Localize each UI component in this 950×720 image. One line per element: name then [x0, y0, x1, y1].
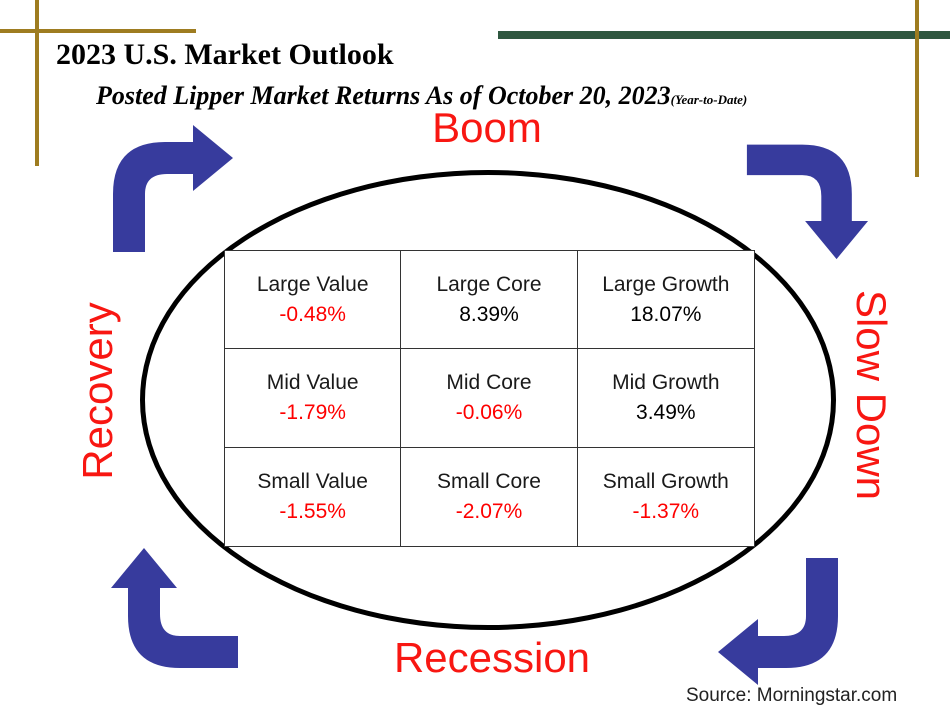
cell-label: Small Value	[257, 470, 368, 494]
cycle-label-recovery: Recovery	[74, 302, 121, 480]
table-cell-mid-growth: Mid Growth 3.49%	[577, 349, 754, 448]
cycle-ellipse	[140, 170, 836, 630]
accent-line-right-vertical	[915, 0, 919, 177]
subtitle: Posted Lipper Market Returns As of Octob…	[96, 81, 748, 111]
cell-label: Small Core	[437, 470, 541, 494]
cell-value: -1.55%	[279, 500, 346, 524]
table-cell-small-value: Small Value -1.55%	[225, 447, 402, 546]
table-cell-small-growth: Small Growth -1.37%	[577, 447, 754, 546]
cell-value: -0.06%	[455, 401, 523, 425]
source-attribution: Source: Morningstar.com	[686, 685, 898, 706]
curved-arrow-down-left-icon	[718, 558, 838, 685]
table-cell-mid-value: Mid Value -1.79%	[225, 349, 402, 448]
cell-label: Mid Growth	[612, 371, 720, 395]
table-cell-small-core: Small Core -2.07%	[401, 447, 578, 546]
returns-table: Large Value -0.48% Large Core 8.39% Larg…	[224, 250, 755, 547]
accent-line-left-horizontal	[0, 29, 196, 33]
cycle-label-recession: Recession	[393, 634, 591, 681]
cycle-label-slow-down: Slow Down	[848, 289, 895, 501]
cell-value: 18.07%	[630, 303, 702, 327]
cell-label: Mid Value	[266, 371, 359, 395]
table-cell-large-value: Large Value -0.48%	[225, 251, 402, 350]
cell-value: -0.48%	[279, 303, 346, 327]
curved-arrow-right-down-icon	[746, 144, 869, 260]
cell-value: -1.79%	[279, 401, 346, 425]
table-cell-large-growth: Large Growth 18.07%	[577, 251, 754, 350]
cell-value: 3.49%	[636, 401, 696, 425]
table-cell-mid-core: Mid Core -0.06%	[401, 349, 578, 448]
curved-arrow-up-right-icon	[113, 125, 233, 252]
accent-line-left-vertical	[35, 0, 39, 166]
cell-label: Large Value	[256, 273, 369, 297]
page-title: 2023 U.S. Market Outlook	[56, 38, 394, 71]
subtitle-text: Posted Lipper Market Returns As of Octob…	[96, 81, 671, 110]
accent-bar-green	[498, 31, 950, 39]
curved-arrow-left-up-icon	[111, 548, 238, 668]
table-cell-large-core: Large Core 8.39%	[401, 251, 578, 350]
subtitle-note: (Year-to-Date)	[670, 92, 748, 107]
cell-label: Large Core	[436, 273, 542, 297]
cell-label: Large Growth	[602, 273, 730, 297]
cycle-label-boom: Boom	[432, 104, 542, 151]
cell-value: -1.37%	[632, 500, 700, 524]
cell-label: Small Growth	[602, 470, 729, 494]
cell-label: Mid Core	[446, 371, 532, 395]
cell-value: 8.39%	[459, 303, 519, 327]
cell-value: -2.07%	[455, 500, 523, 524]
